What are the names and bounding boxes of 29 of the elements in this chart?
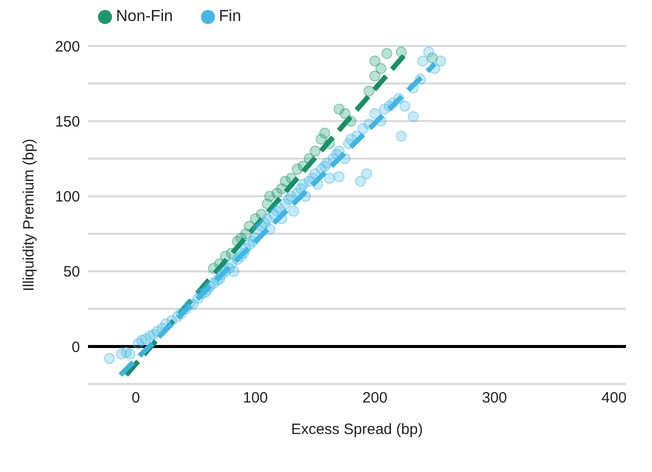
y-tick-label: 50 (63, 264, 80, 281)
point (375, 63, 386, 74)
point (298, 160, 309, 172)
point (286, 172, 297, 184)
x-tick-label: 100 (242, 390, 268, 407)
x-tick-label: 300 (482, 390, 508, 407)
y-tick-label: 0 (72, 338, 80, 356)
x-axis-title: Excess Spread (bp) (291, 421, 423, 438)
legend-label: Fin (218, 8, 242, 25)
x-tick-label: 0 (132, 390, 140, 407)
point (369, 56, 380, 67)
y-tick-label: 150 (54, 113, 80, 130)
point (340, 108, 351, 120)
point (363, 86, 374, 97)
x-tick-label: 200 (362, 390, 388, 407)
point (310, 146, 321, 157)
point (304, 153, 315, 164)
point (381, 48, 392, 60)
y-axis-title: Illiquidity Premium (bp) (20, 138, 38, 292)
point (319, 128, 330, 139)
point (369, 70, 380, 82)
point (396, 46, 407, 58)
point (346, 116, 357, 127)
y-tick-label: 100 (54, 188, 80, 206)
point (214, 258, 226, 270)
legend-label: Non-Fin (116, 8, 173, 25)
x-tick-label: 400 (602, 390, 627, 407)
y-tick-label: 200 (54, 38, 80, 56)
point (324, 138, 335, 150)
